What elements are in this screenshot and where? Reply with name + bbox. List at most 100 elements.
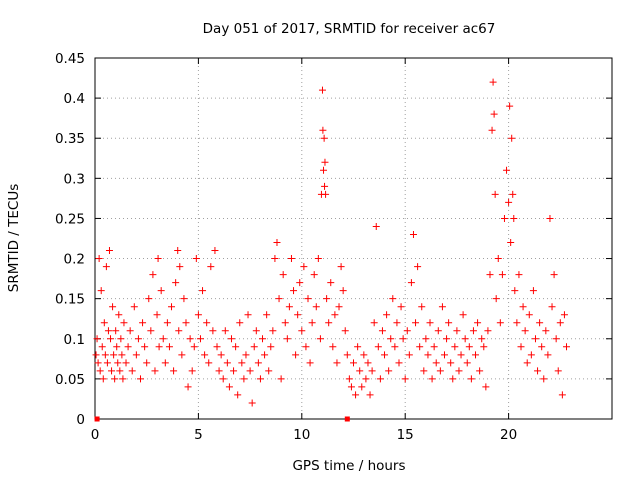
data-point bbox=[94, 359, 102, 367]
y-tick-label: 0.4 bbox=[64, 91, 85, 107]
data-point bbox=[172, 279, 180, 287]
data-point bbox=[271, 255, 279, 263]
data-point bbox=[175, 327, 183, 335]
data-point bbox=[118, 351, 126, 359]
data-point bbox=[199, 287, 207, 295]
data-point bbox=[472, 351, 480, 359]
data-point bbox=[153, 311, 161, 319]
data-point bbox=[294, 311, 302, 319]
x-tick-label: 5 bbox=[194, 427, 203, 443]
data-point bbox=[347, 383, 355, 391]
data-point bbox=[182, 319, 190, 327]
data-point bbox=[529, 287, 537, 295]
data-point bbox=[283, 335, 291, 343]
data-point bbox=[515, 271, 523, 279]
data-point bbox=[112, 327, 120, 335]
data-point bbox=[211, 247, 219, 255]
data-point bbox=[453, 327, 461, 335]
data-point bbox=[242, 351, 250, 359]
data-point bbox=[323, 295, 331, 303]
data-point bbox=[119, 375, 127, 383]
data-point bbox=[128, 367, 136, 375]
data-point bbox=[259, 335, 267, 343]
data-point bbox=[337, 263, 345, 271]
data-point bbox=[246, 367, 254, 375]
data-point bbox=[457, 351, 465, 359]
data-point bbox=[320, 166, 328, 174]
data-point bbox=[122, 359, 130, 367]
axis-ticks: 0 0.05 0.1 0.15 0.2 0.25 0.3 0.35 0.4 0.45 0 5 10 15 2… bbox=[55, 51, 612, 443]
data-point bbox=[403, 327, 411, 335]
data-point bbox=[374, 343, 382, 351]
data-point bbox=[113, 343, 121, 351]
data-point bbox=[263, 311, 271, 319]
data-point bbox=[201, 351, 209, 359]
data-point bbox=[494, 255, 502, 263]
data-point bbox=[322, 190, 330, 198]
data-point bbox=[321, 182, 329, 190]
data-point bbox=[96, 367, 104, 375]
data-point bbox=[319, 126, 327, 134]
data-point bbox=[151, 367, 159, 375]
data-point bbox=[432, 359, 440, 367]
data-point bbox=[405, 351, 413, 359]
data-point bbox=[93, 335, 101, 343]
data-point bbox=[314, 255, 322, 263]
data-point bbox=[531, 335, 539, 343]
data-points bbox=[92, 78, 571, 422]
data-point bbox=[436, 367, 444, 375]
data-point bbox=[430, 343, 438, 351]
data-point bbox=[100, 319, 108, 327]
data-point bbox=[496, 319, 504, 327]
data-point bbox=[312, 303, 320, 311]
y-tick-label: 0.15 bbox=[55, 292, 85, 308]
data-point bbox=[186, 335, 194, 343]
data-point bbox=[538, 343, 546, 351]
data-point bbox=[325, 319, 333, 327]
y-tick-label: 0 bbox=[76, 412, 85, 428]
data-point bbox=[409, 230, 417, 238]
data-point bbox=[163, 319, 171, 327]
data-point bbox=[310, 271, 318, 279]
data-point bbox=[540, 375, 548, 383]
data-point bbox=[507, 239, 515, 247]
data-point bbox=[287, 255, 295, 263]
data-point bbox=[492, 295, 500, 303]
data-point bbox=[147, 327, 155, 335]
data-point bbox=[488, 126, 496, 134]
data-point bbox=[154, 255, 162, 263]
data-point bbox=[372, 222, 380, 230]
data-point bbox=[145, 295, 153, 303]
data-point bbox=[110, 351, 118, 359]
data-point bbox=[102, 263, 110, 271]
data-point bbox=[387, 335, 395, 343]
data-point bbox=[335, 303, 343, 311]
data-point bbox=[519, 303, 527, 311]
data-point bbox=[254, 359, 262, 367]
data-point bbox=[354, 343, 362, 351]
data-point bbox=[383, 311, 391, 319]
data-point bbox=[236, 319, 244, 327]
data-point bbox=[511, 287, 519, 295]
data-point bbox=[170, 367, 178, 375]
data-point bbox=[296, 279, 304, 287]
data-point bbox=[525, 311, 533, 319]
data-point bbox=[550, 271, 558, 279]
data-point bbox=[256, 375, 264, 383]
data-point bbox=[422, 335, 430, 343]
data-point bbox=[292, 351, 300, 359]
x-tick-label: 0 bbox=[91, 427, 100, 443]
data-point bbox=[467, 375, 475, 383]
data-point bbox=[99, 375, 107, 383]
data-point bbox=[449, 375, 457, 383]
data-point bbox=[508, 134, 516, 142]
data-point bbox=[143, 359, 151, 367]
y-tick-label: 0.05 bbox=[55, 372, 85, 388]
data-point bbox=[190, 343, 198, 351]
data-point bbox=[407, 279, 415, 287]
data-point bbox=[227, 335, 235, 343]
y-tick-label: 0.45 bbox=[55, 51, 85, 67]
x-tick-label: 20 bbox=[500, 427, 517, 443]
data-point bbox=[304, 295, 312, 303]
data-point bbox=[132, 351, 140, 359]
